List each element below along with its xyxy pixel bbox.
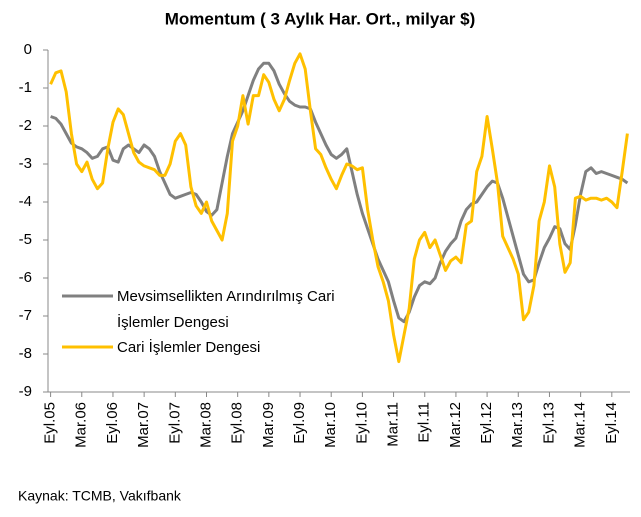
- x-tick-label: Mar.09: [260, 402, 277, 448]
- chart-title: Momentum ( 3 Aylık Har. Ort., milyar $): [165, 9, 476, 28]
- x-tick-label: Mar.08: [197, 402, 214, 448]
- y-tick-label: -3: [19, 155, 32, 172]
- x-tick-label: Eyl.13: [540, 402, 557, 444]
- y-tick-label: 0: [24, 41, 32, 58]
- y-tick-label: -6: [19, 269, 32, 286]
- x-tick-label: Mar.13: [509, 402, 526, 448]
- series-line: [50, 61, 629, 324]
- y-tick-label: -1: [19, 79, 32, 96]
- x-tick-label: Mar.12: [447, 402, 464, 448]
- y-tick-label: -5: [19, 231, 32, 248]
- x-tick-label: Eyl.12: [478, 402, 495, 444]
- x-tick-label: Eyl.10: [353, 402, 370, 444]
- x-tick-label: Eyl.06: [104, 402, 121, 444]
- y-tick-label: -2: [19, 117, 32, 134]
- x-tick-label: Mar.11: [385, 402, 402, 447]
- x-tick-label: Mar.07: [135, 402, 152, 448]
- legend-label: Cari İşlemler Dengesi: [117, 339, 261, 356]
- y-tick-label: -4: [19, 193, 32, 210]
- x-tick-label: Mar.06: [73, 402, 90, 448]
- x-tick-label: Eyl.07: [166, 402, 183, 444]
- y-tick-label: -7: [19, 307, 32, 324]
- legend-label: Mevsimsellikten Arındırılmış Cari İşleml…: [117, 288, 335, 331]
- source: Kaynak: TCMB, Vakıfbank: [18, 488, 182, 504]
- x-tick-label: Eyl.11: [416, 402, 433, 443]
- x-tick-label: Mar.10: [322, 402, 339, 448]
- y-tick-label: -9: [19, 383, 32, 400]
- x-tick-label: Eyl.05: [42, 402, 59, 444]
- series-line: [49, 52, 629, 364]
- x-tick-label: Mar.14: [572, 402, 589, 448]
- x-tick-label: Eyl.09: [291, 402, 308, 444]
- x-tick-label: Eyl.14: [603, 402, 620, 444]
- y-tick-label: -8: [19, 345, 32, 362]
- x-tick-label: Eyl.08: [229, 402, 246, 444]
